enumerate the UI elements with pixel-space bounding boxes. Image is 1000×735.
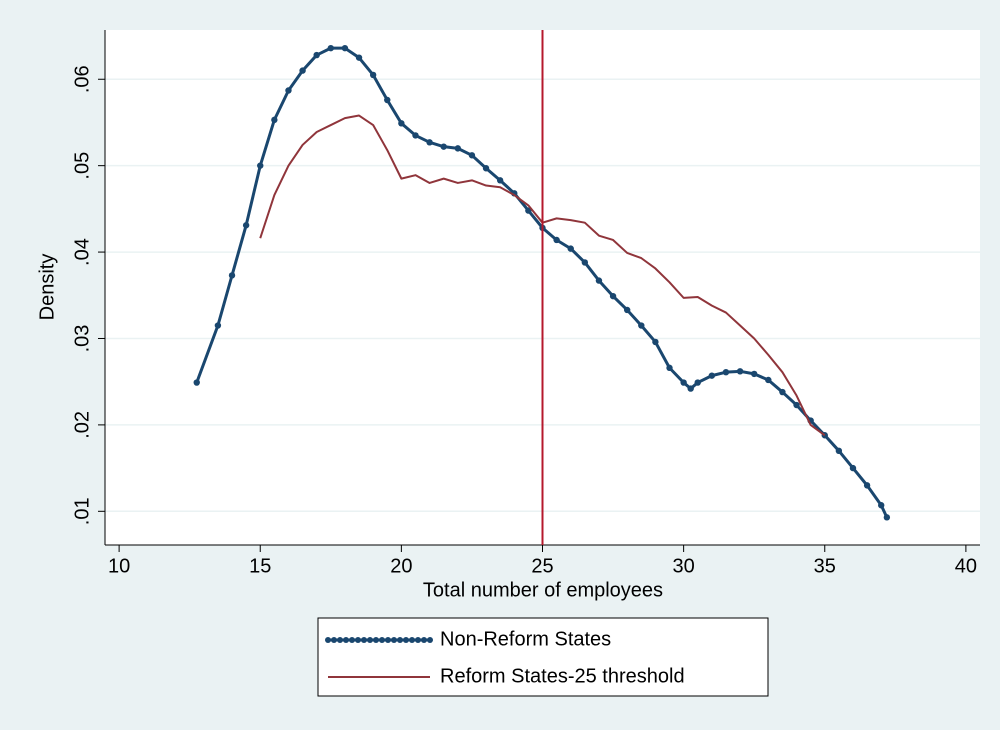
point: [496, 177, 504, 184]
point: [398, 120, 405, 127]
legend-box: [317, 617, 769, 697]
x-tick-label: 40: [955, 555, 977, 577]
point: [835, 447, 843, 455]
point: [863, 482, 871, 489]
legend-marker: [385, 637, 391, 643]
point: [581, 259, 589, 266]
point: [694, 379, 701, 386]
point: [193, 379, 200, 386]
legend-marker: [391, 637, 397, 643]
legend-marker: [421, 637, 427, 643]
legend-marker: [361, 637, 367, 643]
point: [257, 162, 264, 169]
point: [595, 277, 603, 284]
legend-marker: [415, 637, 421, 643]
x-tick-label: 30: [673, 555, 695, 577]
point: [482, 165, 490, 172]
point: [567, 245, 574, 252]
point: [765, 376, 772, 384]
legend-marker: [397, 637, 403, 643]
legend-marker: [379, 637, 385, 643]
y-tick-label: .03: [71, 325, 93, 353]
point: [883, 514, 891, 521]
x-tick-label: 35: [814, 555, 836, 577]
y-tick-label: .06: [71, 65, 93, 93]
point: [609, 292, 617, 300]
point: [327, 44, 335, 52]
point: [412, 132, 419, 139]
y-axis-label: Density: [36, 254, 58, 321]
x-axis-label: Total number of employees: [423, 579, 663, 601]
legend-marker: [343, 637, 349, 643]
legend-marker: [427, 637, 433, 643]
point: [426, 139, 433, 146]
legend-label: Reform States-25 threshold: [440, 665, 685, 687]
point: [341, 44, 349, 52]
point: [750, 370, 758, 378]
point: [299, 67, 306, 74]
x-tick-label: 20: [390, 555, 412, 577]
legend-marker: [355, 637, 361, 643]
point: [638, 322, 645, 329]
legend-marker: [373, 637, 379, 643]
point: [708, 372, 716, 379]
point: [454, 145, 462, 152]
point: [468, 152, 476, 159]
point: [793, 401, 800, 409]
point: [722, 368, 730, 376]
x-tick-label: 25: [531, 555, 553, 577]
legend-marker: [337, 637, 343, 643]
point: [553, 236, 560, 244]
point: [271, 116, 278, 124]
point: [652, 338, 659, 346]
legend-marker: [403, 637, 409, 643]
legend-marker: [409, 637, 415, 643]
legend-marker: [367, 637, 373, 643]
point: [623, 306, 631, 314]
point: [878, 502, 885, 509]
point: [779, 388, 786, 396]
point: [687, 385, 694, 392]
point: [849, 464, 857, 472]
x-tick-label: 10: [108, 555, 130, 577]
y-tick-label: .05: [71, 152, 93, 180]
y-tick-label: .01: [71, 497, 93, 525]
x-tick-label: 15: [249, 555, 271, 577]
point: [228, 272, 236, 279]
legend-marker: [349, 637, 355, 643]
y-tick-label: .04: [71, 238, 93, 266]
point: [285, 87, 292, 94]
point: [384, 96, 391, 104]
point: [440, 143, 447, 150]
point: [355, 54, 363, 61]
point: [242, 222, 250, 229]
point: [214, 322, 222, 329]
point: [680, 379, 687, 386]
point: [313, 51, 320, 59]
y-tick-label: .02: [71, 411, 93, 439]
point: [525, 207, 532, 214]
legend-marker: [325, 637, 331, 643]
point: [736, 368, 744, 375]
point: [369, 71, 377, 79]
legend-label: Non-Reform States: [440, 628, 611, 650]
point: [666, 364, 673, 372]
legend-marker: [331, 637, 337, 643]
